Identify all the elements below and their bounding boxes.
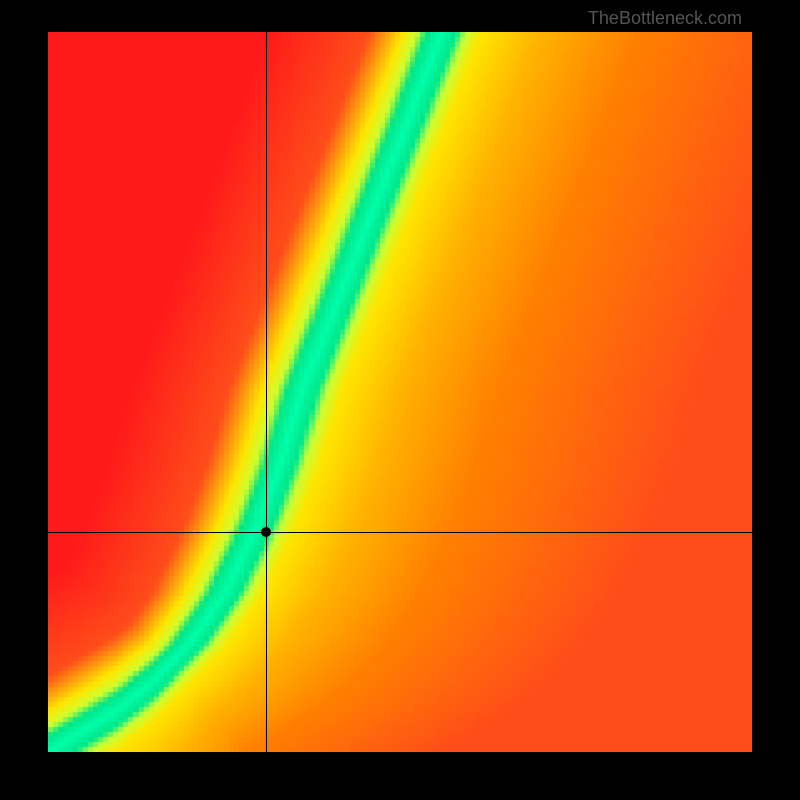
heatmap-plot-area bbox=[48, 32, 752, 752]
crosshair-vertical bbox=[266, 32, 267, 752]
watermark-text: TheBottleneck.com bbox=[588, 8, 742, 29]
selected-point-marker bbox=[261, 527, 271, 537]
crosshair-horizontal bbox=[48, 532, 752, 533]
heatmap-canvas bbox=[48, 32, 752, 752]
